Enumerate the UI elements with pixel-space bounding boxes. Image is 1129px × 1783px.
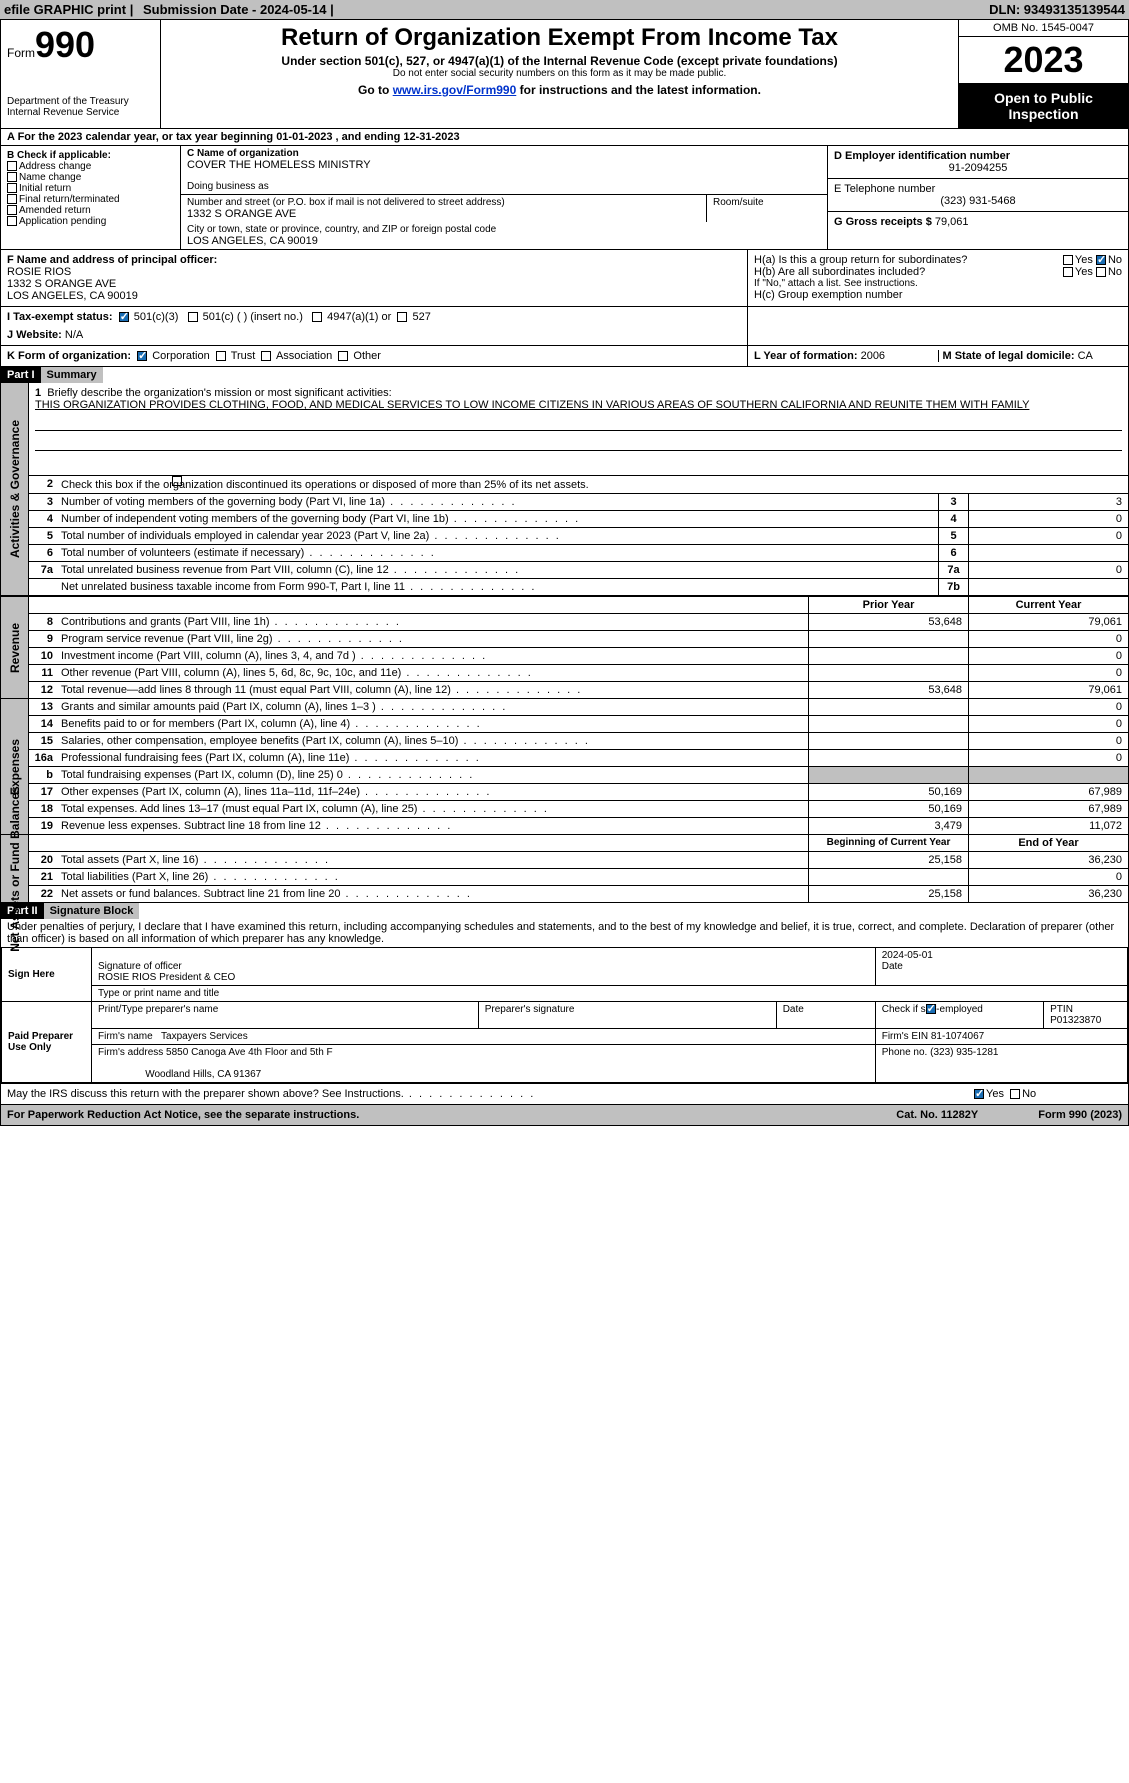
org-city: LOS ANGELES, CA 90019 — [187, 235, 821, 247]
sum-line: 10 Investment income (Part VIII, column … — [29, 648, 1128, 665]
firm-ein: 81-1074067 — [931, 1031, 984, 1042]
cb-address-change[interactable]: Address change — [7, 161, 174, 172]
sum-line: 22 Net assets or fund balances. Subtract… — [29, 886, 1128, 902]
sum-line: 7a Total unrelated business revenue from… — [29, 562, 1128, 579]
box-deg: D Employer identification number 91-2094… — [828, 146, 1128, 249]
form-subtitle: Under section 501(c), 527, or 4947(a)(1)… — [167, 54, 952, 68]
cb-discontinued[interactable] — [172, 476, 182, 486]
discuss-row: May the IRS discuss this return with the… — [1, 1083, 1128, 1105]
sum-line: 9 Program service revenue (Part VIII, li… — [29, 631, 1128, 648]
sum-line: 11 Other revenue (Part VIII, column (A),… — [29, 665, 1128, 682]
section-revenue: Revenue Prior Year Current Year 8 Contri… — [1, 596, 1128, 699]
officer-sig-name: ROSIE RIOS President & CEO — [98, 972, 235, 983]
sum-line: 6 Total number of volunteers (estimate i… — [29, 545, 1128, 562]
irs-link[interactable]: www.irs.gov/Form990 — [393, 83, 517, 97]
cb-assoc[interactable] — [261, 351, 271, 361]
entity-grid: B Check if applicable: Address change Na… — [1, 146, 1128, 250]
cb-app-pending[interactable]: Application pending — [7, 216, 174, 227]
dept-label: Department of the Treasury — [7, 96, 154, 107]
firm-name: Taxpayers Services — [161, 1031, 248, 1042]
form-container: Form990 Department of the Treasury Inter… — [0, 19, 1129, 1126]
signature-table: Sign Here Signature of officerROSIE RIOS… — [1, 947, 1128, 1083]
top-toolbar: efile GRAPHIC print - DO NOT PROCESS | S… — [0, 0, 1129, 19]
cb-527[interactable] — [397, 312, 407, 322]
cb-4947[interactable] — [312, 312, 322, 322]
section-net-assets: Net Assets or Fund Balances Beginning of… — [1, 835, 1128, 903]
tax-year: 2023 — [1003, 39, 1083, 80]
sum-line: 5 Total number of individuals employed i… — [29, 528, 1128, 545]
h-b: H(b) Are all subordinates included? Yes … — [754, 266, 1122, 278]
h-c: H(c) Group exemption number — [754, 289, 1122, 301]
row-klm: K Form of organization: Corporation Trus… — [1, 346, 1128, 367]
part2-header: Part IISignature Block — [1, 903, 1128, 919]
dln-label: DLN: 93493135139544 — [989, 2, 1125, 17]
form-header: Form990 Department of the Treasury Inter… — [1, 20, 1128, 129]
sum-line: 20 Total assets (Part X, line 16) 25,158… — [29, 852, 1128, 869]
sum-line: 3 Number of voting members of the govern… — [29, 494, 1128, 511]
section-governance: Activities & Governance 1 Briefly descri… — [1, 383, 1128, 596]
sum-line: 15 Salaries, other compensation, employe… — [29, 733, 1128, 750]
sig-date: 2024-05-01 — [882, 950, 933, 961]
form-title: Return of Organization Exempt From Incom… — [167, 24, 952, 52]
efile-label: efile GRAPHIC print — [4, 2, 126, 17]
ssn-warning: Do not enter social security numbers on … — [167, 68, 952, 79]
website: J Website: N/A — [7, 329, 741, 341]
cb-name-change[interactable]: Name change — [7, 172, 174, 183]
sum-line: 12 Total revenue—add lines 8 through 11 … — [29, 682, 1128, 698]
sum-line: 19 Revenue less expenses. Subtract line … — [29, 818, 1128, 834]
cb-final-return[interactable]: Final return/terminated — [7, 194, 174, 205]
sum-line: 4 Number of independent voting members o… — [29, 511, 1128, 528]
sum-line: 21 Total liabilities (Part X, line 26) 0 — [29, 869, 1128, 886]
cb-501c3[interactable] — [119, 312, 129, 322]
sum-line: Net unrelated business taxable income fr… — [29, 579, 1128, 595]
box-b: B Check if applicable: Address change Na… — [1, 146, 181, 249]
mission-text: THIS ORGANIZATION PROVIDES CLOTHING, FOO… — [35, 399, 1029, 411]
org-name: COVER THE HOMELESS MINISTRY — [187, 159, 821, 171]
cb-self-employed[interactable] — [926, 1004, 936, 1014]
cb-501c[interactable] — [188, 312, 198, 322]
officer-name: ROSIE RIOS — [7, 266, 741, 278]
box-c: C Name of organization COVER THE HOMELES… — [181, 146, 828, 249]
sum-line: 18 Total expenses. Add lines 13–17 (must… — [29, 801, 1128, 818]
penalty-text: Under penalties of perjury, I declare th… — [1, 919, 1128, 947]
public-inspection: Open to Public Inspection — [959, 84, 1128, 128]
year-formation: 2006 — [861, 350, 885, 362]
cb-discuss-no[interactable] — [1010, 1089, 1020, 1099]
phone: (323) 931-5468 — [834, 195, 1122, 207]
cb-discuss-yes[interactable] — [974, 1089, 984, 1099]
ein: 91-2094255 — [834, 162, 1122, 174]
cb-trust[interactable] — [216, 351, 226, 361]
cb-other[interactable] — [338, 351, 348, 361]
row-ij: I Tax-exempt status: 501(c)(3) 501(c) ( … — [1, 307, 1128, 346]
h-a: H(a) Is this a group return for subordin… — [754, 254, 1122, 266]
cb-amended[interactable]: Amended return — [7, 205, 174, 216]
section-expenses: Expenses 13 Grants and similar amounts p… — [1, 699, 1128, 835]
sum-line: b Total fundraising expenses (Part IX, c… — [29, 767, 1128, 784]
form-number: Form990 — [7, 24, 154, 66]
gross-receipts: 79,061 — [935, 216, 969, 228]
submission-date: Submission Date - 2024-05-14 — [143, 2, 327, 17]
part1-header: Part ISummary — [1, 367, 1128, 383]
row-fh: F Name and address of principal officer:… — [1, 250, 1128, 307]
sum-line: 17 Other expenses (Part IX, column (A), … — [29, 784, 1128, 801]
sum-line: 16a Professional fundraising fees (Part … — [29, 750, 1128, 767]
omb-number: OMB No. 1545-0047 — [959, 20, 1128, 37]
irs-label: Internal Revenue Service — [7, 107, 154, 118]
sum-line: 8 Contributions and grants (Part VIII, l… — [29, 614, 1128, 631]
tax-exempt-status: I Tax-exempt status: 501(c)(3) 501(c) ( … — [7, 311, 741, 323]
form-footer: For Paperwork Reduction Act Notice, see … — [1, 1105, 1128, 1125]
prep-phone: (323) 935-1281 — [930, 1047, 998, 1058]
sum-line: 13 Grants and similar amounts paid (Part… — [29, 699, 1128, 716]
line-a: A For the 2023 calendar year, or tax yea… — [1, 129, 1128, 146]
sum-line: 14 Benefits paid to or for members (Part… — [29, 716, 1128, 733]
ptin: P01323870 — [1050, 1015, 1101, 1026]
cb-corp[interactable] — [137, 351, 147, 361]
cb-initial-return[interactable]: Initial return — [7, 183, 174, 194]
instructions-link-row: Go to www.irs.gov/Form990 for instructio… — [167, 83, 952, 97]
state-domicile: CA — [1078, 350, 1093, 362]
org-street: 1332 S ORANGE AVE — [187, 208, 700, 220]
